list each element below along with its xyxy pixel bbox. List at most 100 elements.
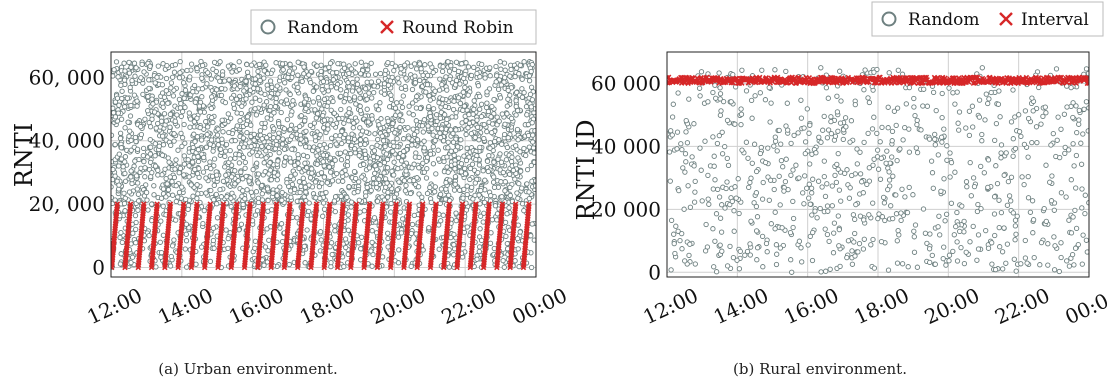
random-point — [1012, 217, 1019, 223]
random-point — [168, 253, 174, 260]
random-point — [382, 143, 388, 150]
random-point — [835, 150, 841, 157]
random-point — [348, 150, 354, 157]
random-point — [894, 260, 901, 266]
random-point — [159, 152, 166, 158]
random-point — [335, 60, 341, 67]
random-point — [118, 82, 124, 88]
random-point — [230, 101, 237, 107]
random-point — [320, 159, 326, 165]
random-point — [955, 120, 961, 126]
random-point — [857, 171, 864, 177]
random-point — [387, 78, 393, 84]
random-point — [194, 182, 200, 188]
random-point — [198, 244, 205, 250]
random-point — [529, 221, 535, 227]
random-point — [961, 229, 967, 235]
random-point — [448, 63, 454, 69]
random-point — [477, 201, 483, 207]
random-point — [321, 117, 328, 123]
random-point — [298, 113, 304, 119]
random-point — [255, 180, 261, 186]
random-point — [954, 239, 960, 245]
random-point — [474, 256, 480, 262]
random-point — [240, 135, 247, 141]
random-point — [1025, 154, 1031, 160]
random-point — [219, 136, 225, 142]
random-point — [337, 150, 344, 156]
random-point — [332, 157, 338, 163]
random-point — [881, 200, 888, 206]
random-point — [195, 158, 202, 165]
random-point — [292, 171, 298, 177]
random-point — [423, 89, 429, 95]
random-point — [182, 246, 188, 252]
random-point — [465, 64, 472, 70]
random-point — [246, 178, 252, 184]
random-point — [487, 240, 494, 246]
random-point — [979, 131, 985, 138]
random-point — [488, 192, 494, 199]
random-point — [353, 70, 359, 76]
random-point — [173, 217, 179, 223]
random-point — [713, 95, 719, 101]
random-point — [346, 110, 352, 116]
random-point — [142, 174, 148, 180]
random-point — [461, 153, 467, 159]
random-point — [370, 175, 377, 182]
random-point — [118, 229, 124, 236]
urban-x-tick-label: 00:00 — [508, 283, 570, 329]
random-point — [288, 112, 294, 118]
random-point — [119, 239, 125, 246]
random-point — [355, 188, 361, 195]
random-point — [491, 245, 497, 252]
random-point — [116, 102, 122, 108]
random-point — [444, 164, 450, 170]
random-point — [325, 126, 331, 132]
random-point — [388, 92, 394, 98]
random-point — [911, 104, 917, 110]
random-point — [504, 103, 510, 109]
random-point — [321, 96, 328, 103]
random-point — [208, 137, 215, 143]
random-point — [981, 170, 987, 176]
random-point — [198, 58, 204, 65]
random-point — [364, 96, 370, 102]
random-point — [449, 114, 455, 120]
random-point — [158, 195, 165, 201]
random-point — [213, 191, 219, 198]
random-point — [303, 189, 309, 195]
random-point — [491, 96, 497, 103]
random-point — [671, 231, 677, 237]
random-point — [135, 191, 142, 197]
random-point — [287, 91, 293, 98]
random-point — [117, 135, 124, 142]
random-point — [466, 120, 473, 126]
random-point — [238, 110, 244, 117]
random-point — [824, 231, 831, 238]
random-point — [457, 81, 463, 87]
random-point — [132, 158, 138, 164]
random-point — [280, 67, 286, 73]
random-point — [177, 165, 184, 172]
random-point — [499, 141, 505, 147]
random-point — [161, 111, 168, 117]
random-point — [963, 125, 969, 131]
urban-x-ticks: 12:00 14:00 16:00 18:00 20:00 22:00 00:00 — [83, 283, 570, 329]
random-point — [152, 153, 158, 159]
random-point — [163, 118, 169, 124]
random-point — [432, 184, 438, 190]
random-point — [158, 254, 164, 260]
random-point — [398, 85, 405, 91]
random-point — [330, 98, 336, 105]
random-point — [966, 108, 973, 114]
random-point — [290, 98, 296, 104]
random-point — [414, 93, 420, 100]
random-point — [319, 106, 325, 112]
random-point — [329, 135, 335, 141]
random-point — [236, 152, 242, 158]
random-point — [131, 92, 138, 98]
random-point — [345, 212, 351, 218]
random-point — [517, 149, 523, 155]
random-point — [905, 264, 911, 270]
